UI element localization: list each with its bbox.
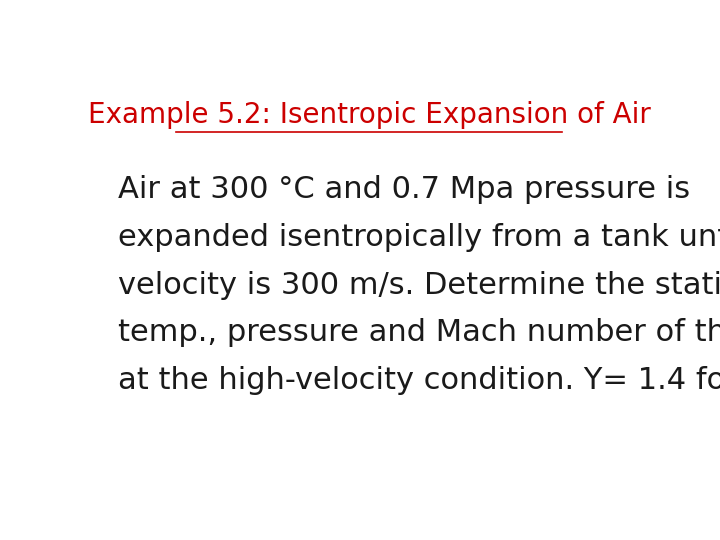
Text: expanded isentropically from a tank until the: expanded isentropically from a tank unti… bbox=[118, 223, 720, 252]
Text: Example 5.2: Isentropic Expansion of Air: Example 5.2: Isentropic Expansion of Air bbox=[88, 100, 650, 129]
Text: temp., pressure and Mach number of the air: temp., pressure and Mach number of the a… bbox=[118, 319, 720, 348]
Text: velocity is 300 m/s. Determine the static: velocity is 300 m/s. Determine the stati… bbox=[118, 271, 720, 300]
Text: Air at 300 °C and 0.7 Mpa pressure is: Air at 300 °C and 0.7 Mpa pressure is bbox=[118, 175, 690, 204]
Text: at the high-velocity condition. Υ= 1.4 for air.: at the high-velocity condition. Υ= 1.4 f… bbox=[118, 366, 720, 395]
